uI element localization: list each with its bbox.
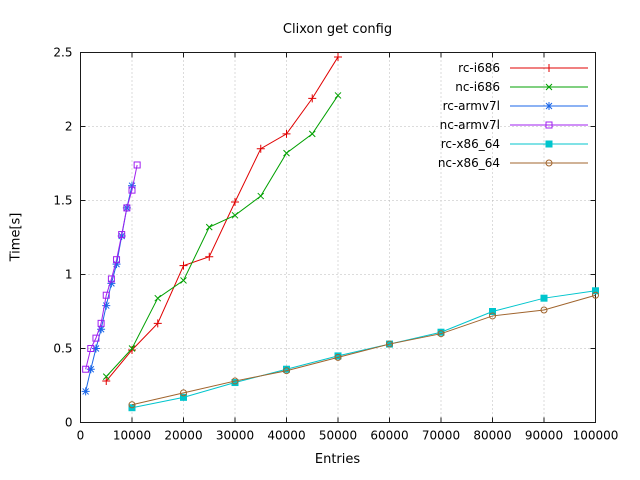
legend-label: rc-x86_64 — [441, 137, 500, 151]
svg-text:30000: 30000 — [216, 429, 254, 443]
series-rc-i686 — [102, 52, 342, 386]
legend-label: nc-i686 — [455, 80, 500, 94]
series-rc-x86_64 — [128, 287, 599, 412]
y-axis-label: Time[s] — [8, 212, 24, 262]
svg-text:20000: 20000 — [164, 429, 202, 443]
series-nc-armv7l — [82, 161, 141, 373]
legend-entry-rc-armv7l: rc-armv7l — [443, 99, 588, 113]
svg-text:100000: 100000 — [573, 429, 619, 443]
svg-text:1: 1 — [65, 268, 73, 282]
svg-text:50000: 50000 — [319, 429, 357, 443]
svg-text:0: 0 — [65, 416, 73, 430]
legend-label: rc-i686 — [458, 61, 500, 75]
svg-text:1.5: 1.5 — [53, 194, 72, 208]
tick-marks — [80, 52, 596, 423]
series-nc-x86_64 — [128, 291, 599, 409]
legend-entry-rc-i686: rc-i686 — [458, 61, 588, 75]
svg-text:40000: 40000 — [267, 429, 305, 443]
grid-lines — [80, 52, 596, 423]
svg-text:80000: 80000 — [473, 429, 511, 443]
svg-text:90000: 90000 — [525, 429, 563, 443]
svg-text:10000: 10000 — [113, 429, 151, 443]
legend-entry-rc-x86_64: rc-x86_64 — [441, 137, 588, 151]
x-axis-label: Entries — [314, 452, 361, 467]
legend-label: nc-x86_64 — [438, 156, 500, 170]
legend-entry-nc-armv7l: nc-armv7l — [440, 118, 588, 132]
svg-text:0.5: 0.5 — [53, 342, 72, 356]
legend-label: rc-armv7l — [443, 99, 500, 113]
chart-title: Clixon get config — [282, 22, 393, 37]
svg-text:2.5: 2.5 — [53, 46, 72, 60]
legend-entry-nc-x86_64: nc-x86_64 — [438, 156, 588, 170]
svg-text:2: 2 — [65, 120, 73, 134]
x-tick-labels: 0 10000 20000 30000 40000 50000 60000 70000 8000… — [77, 429, 619, 443]
series-nc-i686 — [102, 92, 342, 380]
legend: rc-i686 nc-i686 rc-armv7l nc-armv7l rc-x86_6… — [438, 61, 588, 170]
legend-entry-nc-i686: nc-i686 — [455, 80, 588, 94]
svg-text:70000: 70000 — [422, 429, 460, 443]
svg-text:0: 0 — [77, 429, 85, 443]
y-tick-labels: 0 0.5 1 1.5 2 2.5 — [53, 46, 72, 430]
legend-label: nc-armv7l — [440, 118, 500, 132]
svg-text:60000: 60000 — [370, 429, 408, 443]
